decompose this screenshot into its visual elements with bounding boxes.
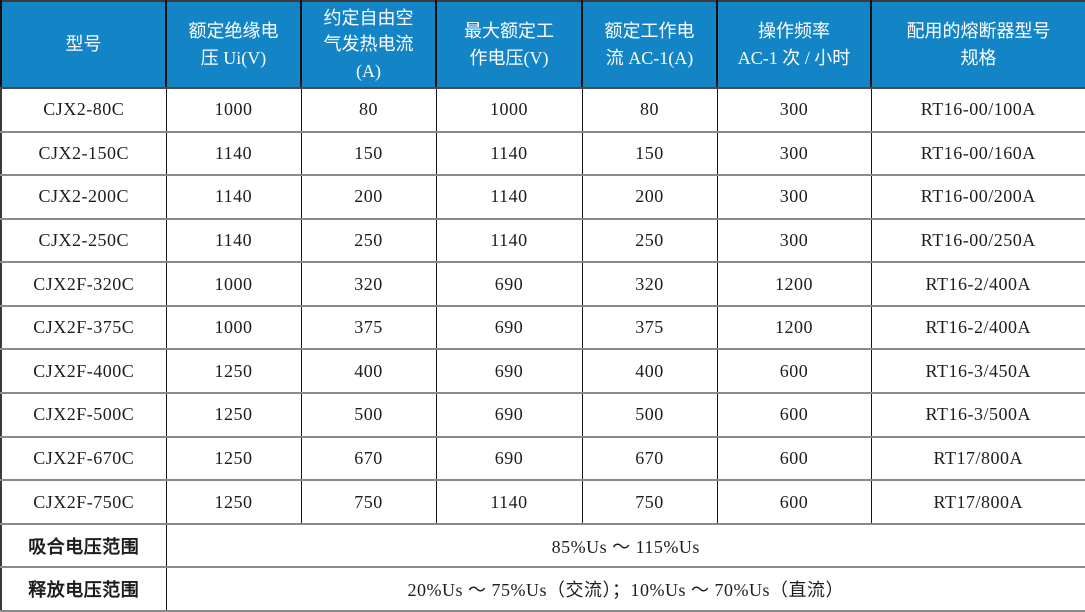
header-row: 型号 额定绝缘电 压 Ui(V) 约定自由空 气发热电流 (A) 最大额定工 作… xyxy=(0,1,1085,89)
table-row: CJX2F-320C 1000 320 690 320 1200 RT16-2/… xyxy=(0,261,1085,307)
cell-working-current: 250 xyxy=(581,217,718,264)
cell-working-current: 750 xyxy=(581,479,718,525)
header-cell-fuse-spec: 配用的熔断器型号 规格 xyxy=(870,1,1085,89)
cell-operating-frequency: 1200 xyxy=(716,261,872,307)
cell-fuse-spec: RT16-3/450A xyxy=(870,348,1085,395)
cell-max-working-voltage: 690 xyxy=(435,261,583,307)
header-cell-model: 型号 xyxy=(0,1,167,89)
cell-operating-frequency: 1200 xyxy=(716,304,872,351)
cell-insulation-voltage: 1140 xyxy=(165,217,302,264)
cell-fuse-spec: RT16-00/200A xyxy=(870,174,1085,220)
cell-operating-frequency: 600 xyxy=(716,479,872,525)
cell-insulation-voltage: 1000 xyxy=(165,304,302,351)
cell-thermal-current: 250 xyxy=(300,217,437,264)
cell-thermal-current: 150 xyxy=(300,130,437,177)
pickup-voltage-range-label: 吸合电压范围 xyxy=(0,522,167,569)
cell-fuse-spec: RT16-00/160A xyxy=(870,130,1085,177)
cell-max-working-voltage: 1140 xyxy=(435,217,583,264)
table-body: CJX2-80C 1000 80 1000 80 300 RT16-00/100… xyxy=(0,87,1085,525)
cell-fuse-spec: RT16-00/250A xyxy=(870,217,1085,264)
table-row: CJX2-80C 1000 80 1000 80 300 RT16-00/100… xyxy=(0,87,1085,133)
cell-working-current: 670 xyxy=(581,435,718,482)
table-row: CJX2-200C 1140 200 1140 200 300 RT16-00/… xyxy=(0,174,1085,220)
cell-fuse-spec: RT17/800A xyxy=(870,435,1085,482)
cell-model: CJX2-80C xyxy=(0,87,167,133)
cell-operating-frequency: 600 xyxy=(716,435,872,482)
header-cell-insulation-voltage: 额定绝缘电 压 Ui(V) xyxy=(165,1,302,89)
cell-insulation-voltage: 1250 xyxy=(165,479,302,525)
cell-max-working-voltage: 690 xyxy=(435,304,583,351)
cell-model: CJX2F-670C xyxy=(0,435,167,482)
header-cell-thermal-current: 约定自由空 气发热电流 (A) xyxy=(300,1,437,89)
table-row: CJX2F-750C 1250 750 1140 750 600 RT17/80… xyxy=(0,479,1085,525)
table-row: CJX2-250C 1140 250 1140 250 300 RT16-00/… xyxy=(0,217,1085,264)
release-voltage-range-value: 20%Us ～ 75%Us（交流）；10%Us ～ 70%Us（直流） xyxy=(165,566,1085,612)
cell-model: CJX2F-320C xyxy=(0,261,167,307)
cell-insulation-voltage: 1000 xyxy=(165,261,302,307)
cell-thermal-current: 500 xyxy=(300,392,437,438)
cell-thermal-current: 400 xyxy=(300,348,437,395)
cell-model: CJX2F-375C xyxy=(0,304,167,351)
cell-model: CJX2-200C xyxy=(0,174,167,220)
header-cell-operating-frequency: 操作频率 AC-1 次 / 小时 xyxy=(716,1,872,89)
table-footer: 吸合电压范围 85%Us ～ 115%Us 释放电压范围 20%Us ～ 75%… xyxy=(0,522,1085,612)
cell-model: CJX2F-400C xyxy=(0,348,167,395)
cell-thermal-current: 750 xyxy=(300,479,437,525)
table-row: CJX2F-670C 1250 670 690 670 600 RT17/800… xyxy=(0,435,1085,482)
cell-max-working-voltage: 690 xyxy=(435,392,583,438)
cell-max-working-voltage: 1140 xyxy=(435,479,583,525)
cell-max-working-voltage: 1140 xyxy=(435,130,583,177)
cell-model: CJX2-250C xyxy=(0,217,167,264)
cell-thermal-current: 320 xyxy=(300,261,437,307)
cell-working-current: 150 xyxy=(581,130,718,177)
header-cell-max-working-voltage: 最大额定工 作电压(V) xyxy=(435,1,583,89)
cell-working-current: 400 xyxy=(581,348,718,395)
cell-thermal-current: 375 xyxy=(300,304,437,351)
cell-fuse-spec: RT17/800A xyxy=(870,479,1085,525)
cell-insulation-voltage: 1250 xyxy=(165,348,302,395)
cell-working-current: 80 xyxy=(581,87,718,133)
release-voltage-range-label: 释放电压范围 xyxy=(0,566,167,612)
cell-operating-frequency: 300 xyxy=(716,217,872,264)
cell-fuse-spec: RT16-3/500A xyxy=(870,392,1085,438)
cell-thermal-current: 200 xyxy=(300,174,437,220)
cell-working-current: 320 xyxy=(581,261,718,307)
cell-max-working-voltage: 1140 xyxy=(435,174,583,220)
table-header: 型号 额定绝缘电 压 Ui(V) 约定自由空 气发热电流 (A) 最大额定工 作… xyxy=(0,1,1085,89)
cell-operating-frequency: 600 xyxy=(716,348,872,395)
cell-fuse-spec: RT16-2/400A xyxy=(870,304,1085,351)
footer-row-release-voltage: 释放电压范围 20%Us ～ 75%Us（交流）；10%Us ～ 70%Us（直… xyxy=(0,566,1085,612)
cell-working-current: 500 xyxy=(581,392,718,438)
cell-fuse-spec: RT16-2/400A xyxy=(870,261,1085,307)
cell-thermal-current: 80 xyxy=(300,87,437,133)
table-row: CJX2-150C 1140 150 1140 150 300 RT16-00/… xyxy=(0,130,1085,177)
table-row: CJX2F-375C 1000 375 690 375 1200 RT16-2/… xyxy=(0,304,1085,351)
table-row: CJX2F-500C 1250 500 690 500 600 RT16-3/5… xyxy=(0,392,1085,438)
cell-model: CJX2F-750C xyxy=(0,479,167,525)
footer-row-pickup-voltage: 吸合电压范围 85%Us ～ 115%Us xyxy=(0,522,1085,569)
cell-operating-frequency: 600 xyxy=(716,392,872,438)
cell-working-current: 375 xyxy=(581,304,718,351)
cell-working-current: 200 xyxy=(581,174,718,220)
cell-max-working-voltage: 690 xyxy=(435,348,583,395)
cell-insulation-voltage: 1250 xyxy=(165,435,302,482)
cell-fuse-spec: RT16-00/100A xyxy=(870,87,1085,133)
cell-operating-frequency: 300 xyxy=(716,174,872,220)
cell-operating-frequency: 300 xyxy=(716,130,872,177)
cell-thermal-current: 670 xyxy=(300,435,437,482)
cell-insulation-voltage: 1140 xyxy=(165,174,302,220)
header-cell-working-current: 额定工作电 流 AC-1(A) xyxy=(581,1,718,89)
cell-insulation-voltage: 1250 xyxy=(165,392,302,438)
cell-insulation-voltage: 1000 xyxy=(165,87,302,133)
cell-model: CJX2F-500C xyxy=(0,392,167,438)
cell-max-working-voltage: 1000 xyxy=(435,87,583,133)
cell-max-working-voltage: 690 xyxy=(435,435,583,482)
cell-operating-frequency: 300 xyxy=(716,87,872,133)
cell-insulation-voltage: 1140 xyxy=(165,130,302,177)
cell-model: CJX2-150C xyxy=(0,130,167,177)
pickup-voltage-range-value: 85%Us ～ 115%Us xyxy=(165,522,1085,569)
table-row: CJX2F-400C 1250 400 690 400 600 RT16-3/4… xyxy=(0,348,1085,395)
